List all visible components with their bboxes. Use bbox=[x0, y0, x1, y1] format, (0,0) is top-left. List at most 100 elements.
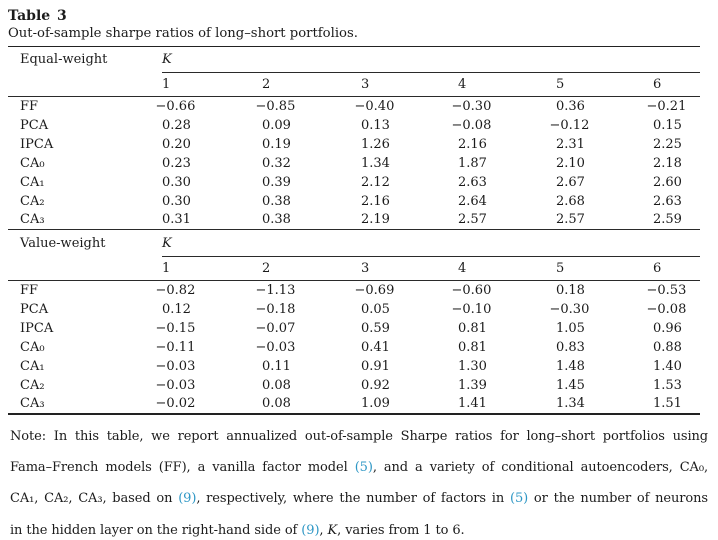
row-label: CA₀ bbox=[8, 154, 162, 173]
cell: 2.63 bbox=[458, 173, 556, 192]
cell: 1.48 bbox=[556, 357, 653, 376]
cell: 1.51 bbox=[653, 395, 700, 414]
cell-value: 2.31 bbox=[556, 137, 585, 152]
note-text: , and a variety of conditional autoencod… bbox=[373, 460, 708, 475]
cell: 2.25 bbox=[653, 135, 700, 154]
cell: 0.31 bbox=[162, 211, 262, 230]
cell: −0.85 bbox=[262, 97, 361, 116]
note-text: , varies from 1 to 6. bbox=[337, 523, 464, 538]
cell: 1.30 bbox=[458, 357, 556, 376]
cell: 0.05 bbox=[361, 300, 458, 319]
note-text: , respectively, where the number of fact… bbox=[196, 491, 510, 506]
reference-link[interactable]: (9) bbox=[178, 491, 196, 506]
cell-value: 0.23 bbox=[162, 156, 191, 171]
cell-value: 1.09 bbox=[361, 396, 390, 411]
cell-value: −0.03 bbox=[256, 340, 296, 355]
row-label: IPCA bbox=[8, 135, 162, 154]
cell-value: −0.69 bbox=[355, 283, 395, 298]
cell-value: 1.34 bbox=[556, 396, 585, 411]
cell: −0.03 bbox=[262, 338, 361, 357]
table-caption: Out-of-sample sharpe ratios of long–shor… bbox=[8, 25, 710, 43]
cell-value: −0.85 bbox=[256, 99, 296, 114]
cell-value: 0.41 bbox=[361, 340, 390, 355]
cell: 1.26 bbox=[361, 135, 458, 154]
cell: 1.09 bbox=[361, 395, 458, 414]
cell-value: 2.12 bbox=[361, 175, 390, 190]
row-label: FF bbox=[8, 281, 162, 300]
cell: −0.18 bbox=[262, 300, 361, 319]
cell-value: 0.92 bbox=[361, 378, 390, 393]
cell: 0.96 bbox=[653, 319, 700, 338]
cell-value: 1.53 bbox=[653, 378, 682, 393]
cell-value: 2.68 bbox=[556, 194, 585, 209]
cell: 0.09 bbox=[262, 116, 361, 135]
cell: 0.41 bbox=[361, 338, 458, 357]
cell-value: −0.21 bbox=[647, 99, 687, 114]
column-header: 4 bbox=[458, 73, 556, 97]
cell-value: 0.13 bbox=[361, 118, 390, 133]
row-label: PCA bbox=[8, 116, 162, 135]
cell: 0.19 bbox=[262, 135, 361, 154]
cell: 0.11 bbox=[262, 357, 361, 376]
cell: 2.63 bbox=[653, 192, 700, 211]
cell: 0.59 bbox=[361, 319, 458, 338]
cell-value: 0.05 bbox=[361, 302, 390, 317]
cell: −0.03 bbox=[162, 357, 262, 376]
cell-value: −0.66 bbox=[156, 99, 196, 114]
cell-value: 1.45 bbox=[556, 378, 585, 393]
row-label: CA₂ bbox=[8, 192, 162, 211]
cell: 2.59 bbox=[653, 211, 700, 230]
cell-value: 1.05 bbox=[556, 321, 585, 336]
cell: −0.69 bbox=[361, 281, 458, 300]
cell-value: 2.16 bbox=[458, 137, 487, 152]
cell: −0.08 bbox=[458, 116, 556, 135]
cell-value: 1.51 bbox=[653, 396, 682, 411]
cell-value: 0.36 bbox=[556, 99, 585, 114]
cell: −0.11 bbox=[162, 338, 262, 357]
column-header: 2 bbox=[262, 73, 361, 97]
cell: 1.45 bbox=[556, 376, 653, 395]
cell-value: 0.19 bbox=[262, 137, 291, 152]
cell-value: 0.08 bbox=[262, 378, 291, 393]
cell: −0.30 bbox=[556, 300, 653, 319]
cell-value: −1.13 bbox=[256, 283, 296, 298]
k-variable: K bbox=[328, 523, 338, 538]
note-line: Fama–French models (FF), a vanilla facto… bbox=[10, 459, 708, 477]
cell-value: 0.59 bbox=[361, 321, 390, 336]
cell: 2.10 bbox=[556, 154, 653, 173]
cell-value: −0.07 bbox=[256, 321, 296, 336]
cell: 0.36 bbox=[556, 97, 653, 116]
k-header: K bbox=[162, 47, 700, 73]
k-header: K bbox=[162, 230, 700, 257]
cell-value: −0.60 bbox=[452, 283, 492, 298]
row-label: CA₁ bbox=[8, 357, 162, 376]
reference-link[interactable]: (9) bbox=[301, 523, 319, 538]
reference-link[interactable]: (5) bbox=[510, 491, 528, 506]
cell-value: 0.91 bbox=[361, 359, 390, 374]
cell: 1.41 bbox=[458, 395, 556, 414]
cell-value: 0.28 bbox=[162, 118, 191, 133]
cell: 2.31 bbox=[556, 135, 653, 154]
column-header: 5 bbox=[556, 73, 653, 97]
cell: 2.57 bbox=[458, 211, 556, 230]
cell-value: 2.10 bbox=[556, 156, 585, 171]
note-text: , bbox=[319, 523, 327, 538]
cell: 0.18 bbox=[556, 281, 653, 300]
cell-value: 0.12 bbox=[162, 302, 191, 317]
reference-link[interactable]: (5) bbox=[355, 460, 373, 475]
cell: 1.40 bbox=[653, 357, 700, 376]
cell-value: −0.30 bbox=[550, 302, 590, 317]
cell-value: 0.20 bbox=[162, 137, 191, 152]
panel-label: Value-weight bbox=[8, 230, 162, 257]
cell: 0.88 bbox=[653, 338, 700, 357]
cell: 0.08 bbox=[262, 376, 361, 395]
cell: 1.05 bbox=[556, 319, 653, 338]
cell-value: −0.15 bbox=[156, 321, 196, 336]
cell: 0.83 bbox=[556, 338, 653, 357]
cell-value: 2.67 bbox=[556, 175, 585, 190]
